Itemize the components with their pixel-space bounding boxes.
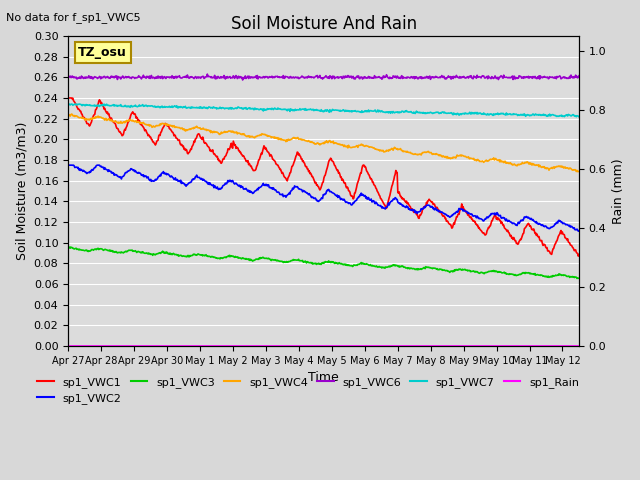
sp1_Rain xyxy=(376,343,383,349)
sp1_VWC6 xyxy=(406,75,413,81)
sp1_Rain xyxy=(218,343,226,349)
sp1_VWC3 xyxy=(264,256,271,262)
sp1_VWC1 xyxy=(376,193,383,199)
X-axis label: Time: Time xyxy=(308,372,339,384)
sp1_VWC6 xyxy=(378,74,385,80)
sp1_Rain xyxy=(124,343,132,349)
Line: sp1_VWC1: sp1_VWC1 xyxy=(68,98,579,256)
sp1_VWC1 xyxy=(218,159,226,165)
sp1_VWC6 xyxy=(264,75,272,81)
sp1_VWC7 xyxy=(64,102,72,108)
sp1_VWC6 xyxy=(575,73,583,79)
sp1_VWC3 xyxy=(219,255,227,261)
sp1_VWC4 xyxy=(263,133,271,139)
Title: Soil Moisture And Rain: Soil Moisture And Rain xyxy=(230,15,417,33)
sp1_Rain xyxy=(243,343,251,349)
sp1_VWC7 xyxy=(405,109,413,115)
sp1_VWC7 xyxy=(244,106,252,111)
sp1_Rain xyxy=(263,343,271,349)
Line: sp1_VWC4: sp1_VWC4 xyxy=(68,114,579,172)
sp1_VWC7 xyxy=(219,105,227,110)
sp1_Rain xyxy=(575,343,583,349)
sp1_VWC1 xyxy=(404,202,412,207)
sp1_VWC4 xyxy=(575,168,583,174)
sp1_VWC1 xyxy=(263,147,271,153)
sp1_VWC3 xyxy=(64,245,72,251)
sp1_VWC4 xyxy=(404,149,412,155)
sp1_VWC1 xyxy=(124,119,132,125)
sp1_VWC2 xyxy=(404,206,412,212)
Line: sp1_VWC3: sp1_VWC3 xyxy=(68,247,579,278)
sp1_VWC2 xyxy=(575,228,583,234)
sp1_VWC6 xyxy=(239,77,246,83)
sp1_VWC2 xyxy=(376,203,383,209)
sp1_VWC4 xyxy=(218,130,226,136)
sp1_VWC7 xyxy=(125,103,132,109)
Y-axis label: Rain (mm): Rain (mm) xyxy=(612,158,625,224)
sp1_VWC3 xyxy=(573,276,581,281)
Y-axis label: Soil Moisture (m3/m3): Soil Moisture (m3/m3) xyxy=(15,122,28,260)
sp1_VWC3 xyxy=(125,247,132,253)
Legend: sp1_VWC1, sp1_VWC2, sp1_VWC3, sp1_VWC4, sp1_VWC6, sp1_VWC7, sp1_Rain: sp1_VWC1, sp1_VWC2, sp1_VWC3, sp1_VWC4, … xyxy=(33,372,584,408)
sp1_VWC2 xyxy=(575,228,582,234)
sp1_VWC3 xyxy=(377,264,385,270)
Line: sp1_VWC6: sp1_VWC6 xyxy=(68,74,579,80)
sp1_VWC7 xyxy=(575,114,583,120)
sp1_VWC7 xyxy=(377,109,385,115)
sp1_VWC4 xyxy=(574,169,582,175)
sp1_VWC3 xyxy=(67,244,75,250)
Line: sp1_VWC2: sp1_VWC2 xyxy=(68,165,579,231)
sp1_VWC7 xyxy=(264,106,271,111)
sp1_VWC3 xyxy=(575,275,583,281)
sp1_VWC6 xyxy=(64,74,72,80)
sp1_VWC7 xyxy=(65,101,73,107)
sp1_VWC2 xyxy=(243,188,251,193)
Text: TZ_osu: TZ_osu xyxy=(78,46,127,59)
sp1_VWC1 xyxy=(64,95,72,101)
sp1_VWC6 xyxy=(244,75,252,81)
sp1_VWC3 xyxy=(244,256,252,262)
sp1_VWC4 xyxy=(124,119,132,124)
sp1_VWC1 xyxy=(243,159,251,165)
sp1_VWC2 xyxy=(263,182,271,188)
sp1_VWC3 xyxy=(405,265,413,271)
sp1_VWC2 xyxy=(218,185,226,191)
sp1_VWC1 xyxy=(575,252,583,258)
sp1_VWC4 xyxy=(376,148,383,154)
sp1_VWC6 xyxy=(124,74,132,80)
sp1_VWC1 xyxy=(575,253,582,259)
sp1_Rain xyxy=(64,343,72,349)
sp1_VWC6 xyxy=(219,74,227,80)
sp1_Rain xyxy=(404,343,412,349)
sp1_VWC2 xyxy=(124,168,132,174)
sp1_VWC4 xyxy=(64,111,72,117)
Text: No data for f_sp1_VWC5: No data for f_sp1_VWC5 xyxy=(6,12,141,23)
sp1_VWC6 xyxy=(204,71,211,77)
sp1_VWC2 xyxy=(64,162,72,168)
sp1_VWC4 xyxy=(243,133,251,139)
Line: sp1_VWC7: sp1_VWC7 xyxy=(68,104,579,117)
